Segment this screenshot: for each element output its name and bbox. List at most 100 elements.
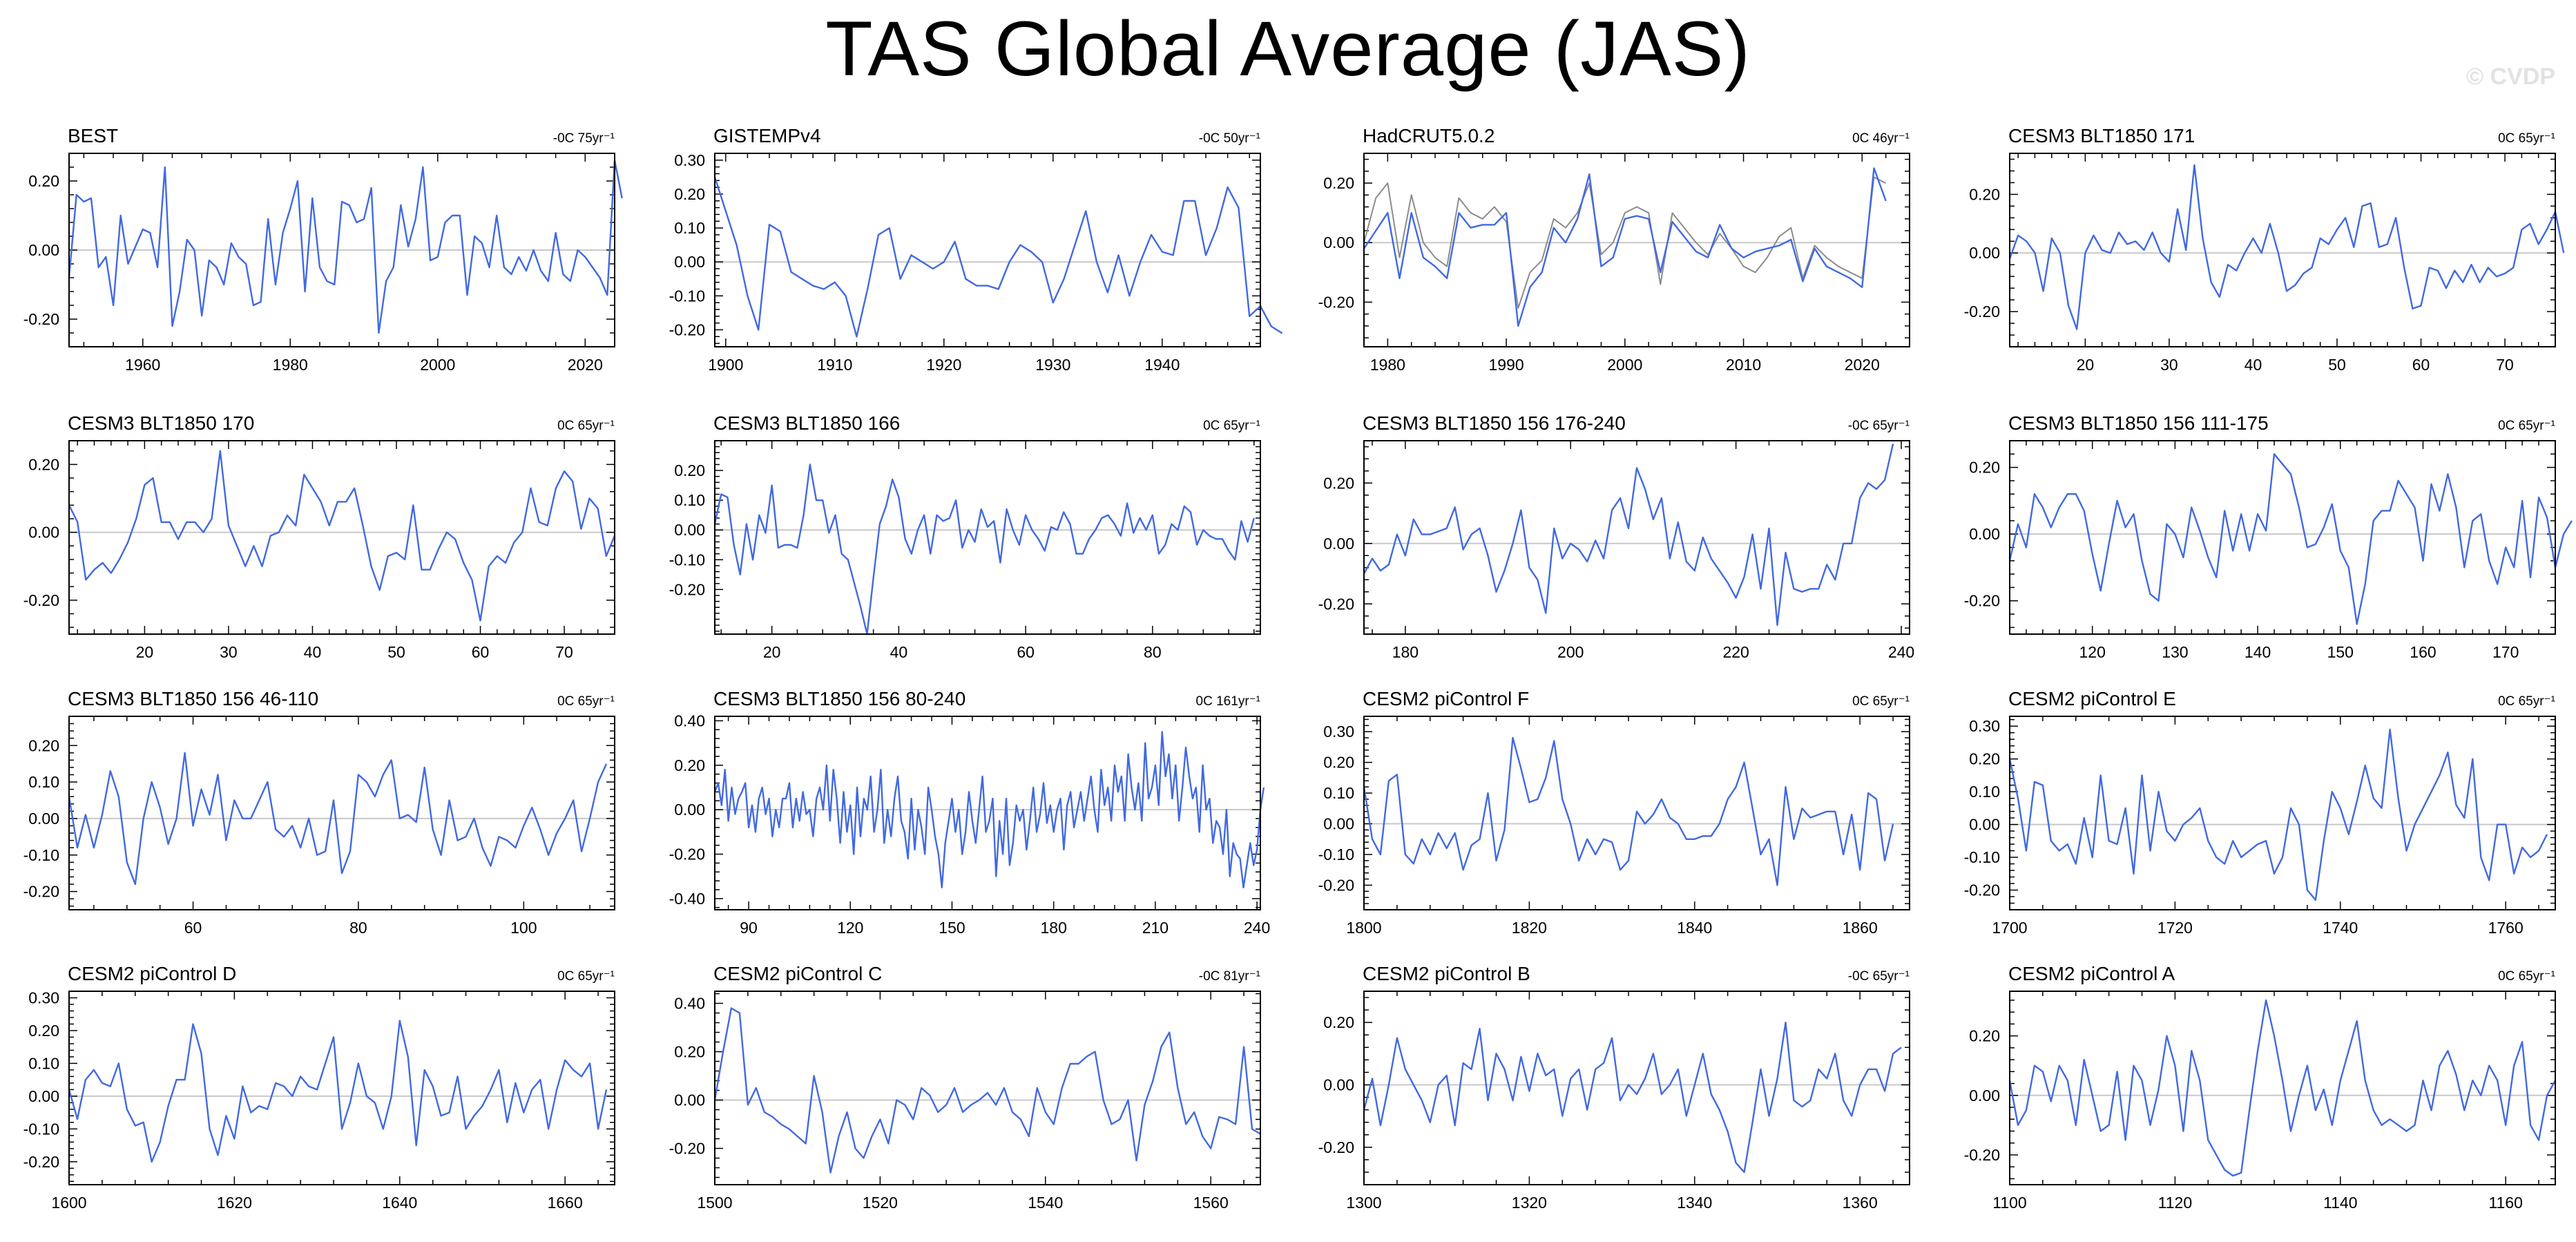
secondary-series-line — [1363, 176, 1887, 309]
panel-title: CESM2 piControl C — [713, 963, 882, 984]
y-tick-label: -0.40 — [669, 890, 705, 908]
trend-label: 0C 161yr⁻¹ — [1196, 694, 1260, 709]
plot-frame — [714, 716, 1261, 910]
panel-title: CESM3 BLT1850 156 46-110 — [68, 688, 318, 709]
y-tick-label: 0.20 — [674, 756, 705, 774]
x-tick-label: 1100 — [1992, 1194, 2026, 1212]
y-tick-label: 0.20 — [1969, 1027, 2000, 1045]
panel-title: CESM3 BLT1850 166 — [713, 412, 900, 434]
panel-title: CESM3 BLT1850 171 — [2008, 125, 2195, 146]
x-tick-label: 60 — [184, 919, 202, 937]
x-tick-label: 80 — [1144, 643, 1162, 661]
chart-panel: CESM2 piControl F 0C 65yr⁻¹ -0.20 -0.10 0.00… — [1318, 688, 1910, 937]
x-tick-label: 140 — [2245, 643, 2271, 661]
y-tick-label: 0.20 — [1969, 185, 2000, 203]
y-tick-label: 0.00 — [28, 810, 59, 828]
chart-panel: CESM3 BLT1850 170 0C 65yr⁻¹ -0.20 0.00 0.20 2… — [23, 412, 616, 661]
y-tick-label: 0.30 — [1969, 717, 2000, 735]
series-line — [1363, 736, 1894, 886]
y-tick-label: 0.00 — [1323, 233, 1354, 251]
x-tick-label: 80 — [349, 919, 367, 937]
x-tick-label: 1540 — [1028, 1194, 1063, 1212]
chart-panel: CESM3 BLT1850 156 111-175 0C 65yr⁻¹ -0.20 0… — [1964, 412, 2573, 661]
chart-panel: CESM2 piControl C -0C 81yr⁻¹ -0.20 0.00 0.20… — [669, 963, 1261, 1212]
x-tick-label: 1990 — [1489, 356, 1524, 374]
y-tick-label: 0.00 — [674, 801, 705, 819]
watermark: © CVDP — [2466, 64, 2555, 90]
x-tick-label: 40 — [304, 643, 322, 661]
y-tick-label: -0.20 — [1964, 881, 2000, 899]
x-tick-label: 1640 — [382, 1194, 417, 1212]
x-tick-label: 1500 — [697, 1194, 732, 1212]
x-tick-label: 1300 — [1346, 1194, 1381, 1212]
x-tick-label: 1940 — [1144, 356, 1180, 374]
x-tick-label: 20 — [2077, 356, 2095, 374]
trend-label: 0C 65yr⁻¹ — [1852, 694, 1910, 709]
trend-label: 0C 65yr⁻¹ — [2498, 694, 2555, 709]
trend-label: 0C 65yr⁻¹ — [2498, 131, 2555, 146]
series-line — [713, 731, 1265, 889]
series-line — [2008, 164, 2565, 330]
trend-label: -0C 65yr⁻¹ — [1848, 419, 1910, 433]
plot-frame — [714, 440, 1261, 635]
series-line — [68, 752, 608, 886]
panel-title: CESM3 BLT1850 156 80-240 — [713, 688, 965, 709]
series-line — [68, 1020, 608, 1163]
series-line — [713, 464, 1255, 636]
y-tick-label: 0.20 — [674, 185, 705, 203]
chart-panel: CESM3 BLT1850 166 0C 65yr⁻¹ -0.20 -0.10 0.00… — [669, 412, 1261, 661]
y-tick-label: 0.00 — [674, 1091, 705, 1109]
plot-frame — [714, 153, 1261, 347]
trend-label: -0C 81yr⁻¹ — [1199, 969, 1260, 984]
y-tick-label: -0.10 — [23, 1120, 59, 1138]
y-tick-label: 0.00 — [28, 1087, 59, 1105]
x-tick-label: 1840 — [1677, 919, 1712, 937]
y-tick-label: 0.10 — [674, 219, 705, 237]
y-tick-label: -0.20 — [1318, 1138, 1354, 1156]
x-tick-label: 100 — [510, 919, 537, 937]
x-tick-label: 30 — [2160, 356, 2178, 374]
series-line — [1363, 443, 1894, 627]
panel-title: CESM2 piControl F — [1363, 688, 1529, 709]
series-line — [2008, 453, 2573, 625]
panel-title: BEST — [68, 125, 118, 146]
x-tick-label: 2000 — [1607, 356, 1642, 374]
chart-panel: CESM3 BLT1850 156 176-240 -0C 65yr⁻¹ -0.20… — [1318, 412, 1915, 661]
x-tick-label: 130 — [2162, 643, 2188, 661]
panel-title: CESM2 piControl E — [2008, 688, 2176, 709]
y-tick-label: 0.00 — [674, 253, 705, 271]
y-tick-label: 0.40 — [674, 995, 705, 1013]
y-tick-label: 0.20 — [1323, 1013, 1354, 1031]
panel-title: CESM2 piControl B — [1363, 963, 1530, 984]
y-tick-label: -0.10 — [1318, 845, 1354, 863]
y-tick-label: 0.20 — [674, 1043, 705, 1061]
y-tick-label: 0.10 — [1323, 784, 1354, 802]
y-tick-label: -0.20 — [1964, 592, 2000, 610]
y-tick-label: 0.20 — [1969, 750, 2000, 768]
x-tick-label: 1930 — [1035, 356, 1070, 374]
plot-frame — [1363, 440, 1910, 635]
y-tick-label: -0.20 — [669, 321, 705, 338]
x-tick-label: 1800 — [1346, 919, 1381, 937]
plot-frame — [2009, 440, 2556, 635]
x-tick-label: 1820 — [1512, 919, 1547, 937]
x-tick-label: 50 — [387, 643, 405, 661]
trend-label: 0C 65yr⁻¹ — [557, 419, 615, 433]
x-tick-label: 1140 — [2323, 1194, 2357, 1212]
x-tick-label: 1920 — [926, 356, 961, 374]
x-tick-label: 1660 — [548, 1194, 583, 1212]
trend-label: -0C 65yr⁻¹ — [1848, 969, 1910, 984]
chart-panel: CESM3 BLT1850 156 46-110 0C 65yr⁻¹ -0.20 -0… — [23, 688, 615, 937]
x-tick-label: 150 — [939, 919, 965, 937]
x-tick-label: 1340 — [1677, 1194, 1712, 1212]
series-line — [1363, 1022, 1902, 1174]
y-tick-label: -0.10 — [669, 551, 705, 569]
x-tick-label: 1620 — [217, 1194, 252, 1212]
x-tick-label: 50 — [2328, 356, 2346, 374]
panel-title: CESM2 piControl D — [68, 963, 236, 984]
chart-panel: CESM2 piControl B -0C 65yr⁻¹ -0.20 0.00 0.20… — [1318, 963, 1910, 1212]
plot-frame — [68, 991, 615, 1185]
y-tick-label: 0.00 — [1323, 535, 1354, 553]
y-tick-label: -0.10 — [669, 287, 705, 305]
y-tick-label: 0.20 — [28, 172, 59, 190]
